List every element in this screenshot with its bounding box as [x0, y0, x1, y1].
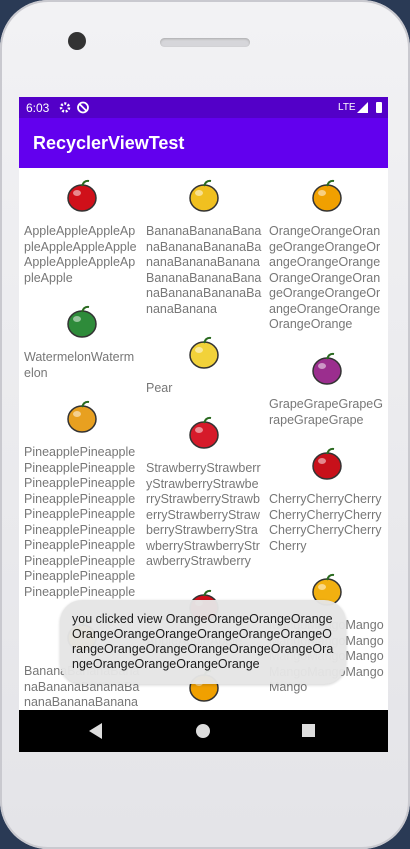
fruit-item[interactable]: PineapplePineapplePineapplePineapplePine… — [24, 389, 140, 608]
fruit-item[interactable]: WatermelonWatermelon — [24, 294, 140, 389]
signal-battery — [357, 102, 382, 113]
home-button[interactable] — [196, 724, 210, 738]
camera — [68, 32, 86, 50]
fruit-name: StrawberryStrawberryStrawberryStrawberry… — [146, 461, 261, 568]
fruit-icon — [67, 400, 97, 433]
toast: you clicked view OrangeOrangeOrangeOrang… — [60, 600, 346, 684]
nav-bar — [19, 710, 388, 752]
fruit-item[interactable]: AppleAppleAppleAppleAppleAppleAppleApple… — [24, 168, 140, 294]
fruit-name: Pear — [146, 381, 173, 395]
fruit-item[interactable]: OrangeOrangeOrangeOrangeOrangeOrangeOran… — [269, 168, 385, 341]
network: LTE — [338, 102, 356, 113]
fruit-icon — [189, 336, 219, 369]
fruit-icon — [67, 305, 97, 338]
fruit-name: PineapplePineapplePineapplePineapplePine… — [24, 445, 136, 599]
fruit-icon — [189, 416, 219, 449]
fruit-name: OrangeOrangeOrangeOrangeOrangeOrangeOran… — [269, 224, 381, 331]
recents-button[interactable] — [302, 724, 315, 737]
fruit-name: GrapeGrapeGrapeGrapeGrapeGrape — [269, 397, 383, 427]
fruit-icon — [67, 179, 97, 212]
status-bar: 6:03 LTE — [19, 97, 388, 118]
fruit-icon — [189, 179, 219, 212]
back-button[interactable] — [89, 723, 102, 739]
fruit-name: CherryCherryCherryCherryCherryCherryCher… — [269, 492, 382, 553]
fruit-icon — [312, 352, 342, 385]
fruit-icon — [312, 447, 342, 480]
fruit-name: BananaBananaBananaBananaBananaBananaBana… — [146, 224, 262, 316]
app-title: RecyclerViewTest — [33, 133, 185, 153]
speaker — [160, 38, 250, 47]
screen: 6:03 LTE RecyclerViewTest AppleAppleAppl… — [19, 97, 388, 752]
recycler-view: AppleAppleAppleAppleAppleAppleAppleApple… — [19, 168, 388, 710]
fruit-item[interactable]: GrapeGrapeGrapeGrapeGrapeGrape — [269, 341, 385, 436]
status-icons — [59, 101, 89, 114]
fruit-item[interactable]: CherryCherryCherryCherryCherryCherryCher… — [269, 436, 385, 562]
fruit-item[interactable]: Pear — [146, 325, 262, 405]
fruit-item[interactable]: StrawberryStrawberryStrawberryStrawberry… — [146, 405, 262, 578]
fruit-item[interactable]: BananaBananaBananaBananaBananaBananaBana… — [146, 168, 262, 325]
app-bar: RecyclerViewTest — [19, 118, 388, 168]
fruit-name: AppleAppleAppleAppleAppleAppleAppleApple… — [24, 224, 137, 285]
nav-buttons — [89, 723, 315, 739]
clock: 6:03 — [26, 101, 50, 115]
fruit-icon — [312, 179, 342, 212]
fruit-name: WatermelonWatermelon — [24, 350, 135, 380]
